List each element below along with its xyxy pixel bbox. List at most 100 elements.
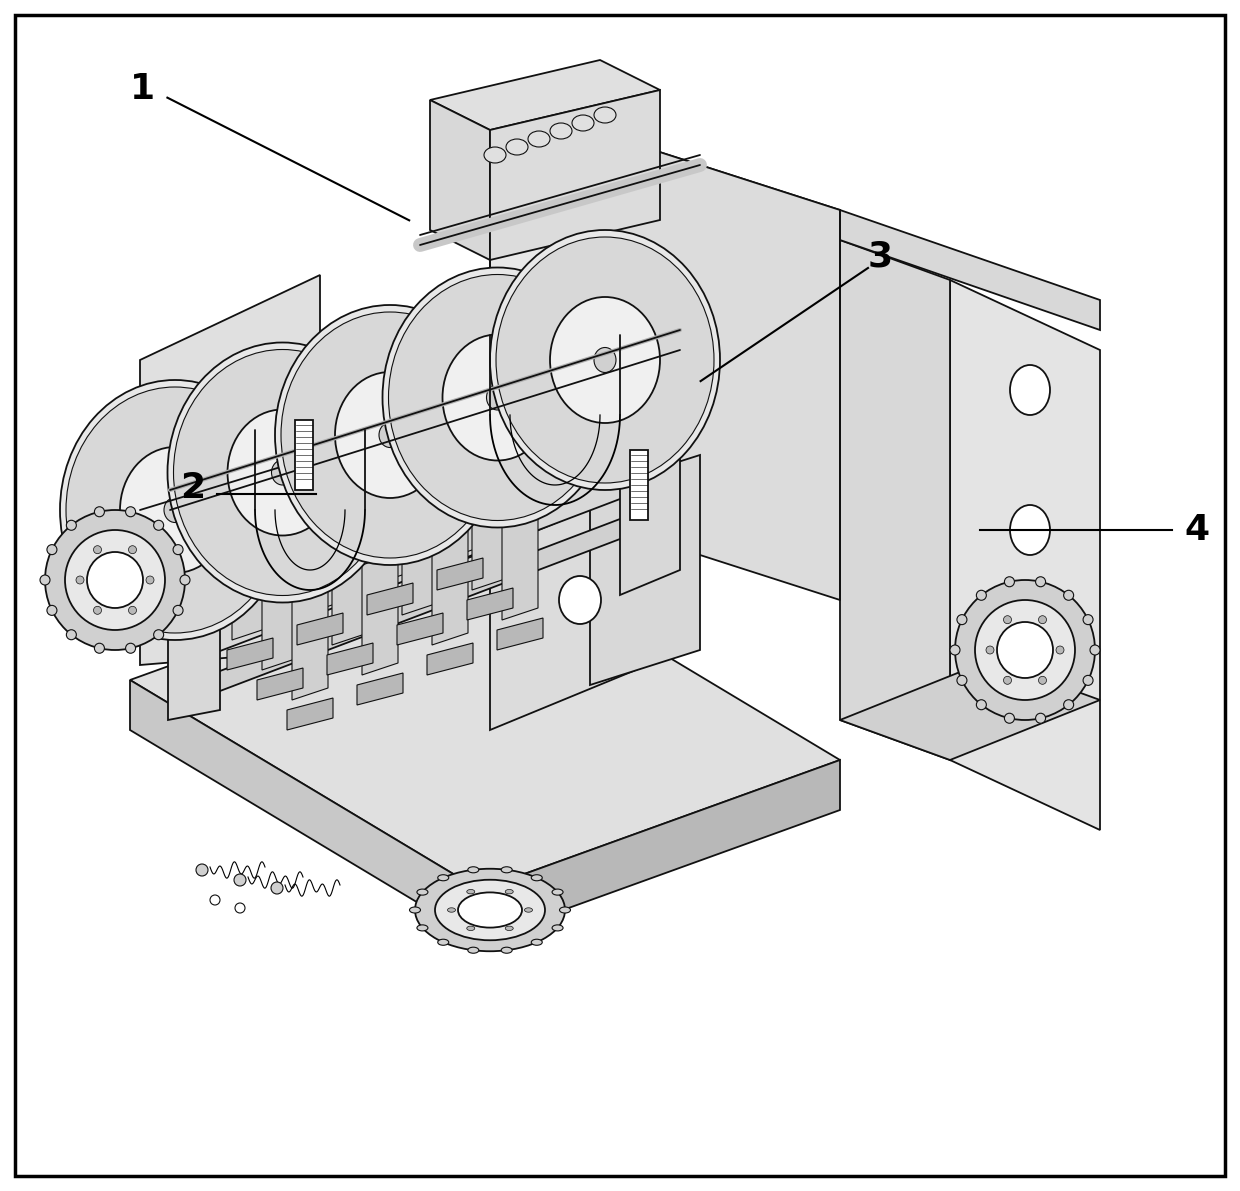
Ellipse shape [382,268,613,528]
Polygon shape [357,673,403,705]
Ellipse shape [1039,676,1047,685]
Ellipse shape [1064,591,1074,600]
Ellipse shape [531,874,542,881]
Ellipse shape [986,646,994,654]
Ellipse shape [976,591,986,600]
Polygon shape [140,275,320,665]
Ellipse shape [174,349,392,596]
Ellipse shape [559,576,601,624]
Ellipse shape [552,925,563,931]
Ellipse shape [572,116,594,131]
Polygon shape [502,498,538,621]
Ellipse shape [467,867,479,873]
Ellipse shape [379,423,401,448]
Ellipse shape [275,305,505,565]
Polygon shape [362,553,398,675]
Ellipse shape [1004,576,1014,587]
Ellipse shape [164,498,186,523]
Ellipse shape [505,890,513,894]
Polygon shape [286,698,334,730]
Ellipse shape [1039,616,1047,624]
Ellipse shape [196,863,208,877]
Polygon shape [257,668,303,700]
Ellipse shape [528,131,551,146]
Bar [295,420,312,490]
Ellipse shape [167,343,398,603]
Ellipse shape [955,580,1095,721]
Ellipse shape [47,605,57,616]
Ellipse shape [64,530,165,630]
Bar [630,450,649,520]
Ellipse shape [559,908,570,913]
Polygon shape [490,91,660,260]
Polygon shape [620,266,680,596]
Polygon shape [372,463,408,585]
Ellipse shape [525,908,532,912]
Polygon shape [839,210,1100,330]
Ellipse shape [594,348,616,373]
Ellipse shape [146,576,154,584]
Text: 2: 2 [180,472,205,505]
Ellipse shape [154,520,164,530]
Polygon shape [839,660,1100,760]
Ellipse shape [552,888,563,896]
Polygon shape [397,613,443,646]
Polygon shape [167,405,219,721]
Ellipse shape [67,630,77,640]
Ellipse shape [1011,625,1050,675]
Polygon shape [441,438,477,560]
Ellipse shape [435,880,546,940]
Ellipse shape [272,460,294,485]
Polygon shape [427,643,472,675]
Ellipse shape [1090,646,1100,655]
Ellipse shape [950,646,960,655]
Ellipse shape [531,940,542,946]
Ellipse shape [174,544,184,555]
Ellipse shape [551,297,660,423]
Polygon shape [467,588,513,621]
Ellipse shape [594,107,616,123]
Ellipse shape [335,372,445,498]
Polygon shape [839,241,950,760]
Ellipse shape [438,874,449,881]
Ellipse shape [120,447,229,573]
Ellipse shape [281,312,498,559]
Ellipse shape [486,385,508,410]
Ellipse shape [976,700,986,710]
Polygon shape [950,280,1100,830]
Polygon shape [303,493,339,615]
Ellipse shape [1083,615,1094,624]
Ellipse shape [210,894,219,905]
Ellipse shape [466,890,475,894]
Ellipse shape [66,387,284,632]
Polygon shape [130,550,839,890]
Ellipse shape [388,274,606,520]
Ellipse shape [67,520,77,530]
Ellipse shape [409,908,420,913]
Ellipse shape [635,434,665,467]
Ellipse shape [236,903,246,913]
Ellipse shape [93,606,102,615]
Ellipse shape [551,123,572,139]
Polygon shape [170,450,670,671]
Polygon shape [291,578,329,700]
Ellipse shape [443,335,553,461]
Ellipse shape [484,146,506,163]
Polygon shape [402,493,438,615]
Ellipse shape [180,575,190,585]
Polygon shape [227,638,273,671]
Polygon shape [262,548,298,671]
Text: 1: 1 [130,73,155,106]
Ellipse shape [957,615,967,624]
Ellipse shape [87,551,143,607]
Ellipse shape [60,380,290,640]
Polygon shape [560,120,839,241]
Ellipse shape [125,506,135,517]
Polygon shape [432,523,467,646]
Ellipse shape [505,927,513,930]
Ellipse shape [1083,675,1094,685]
Ellipse shape [417,925,428,931]
Ellipse shape [415,868,565,952]
Ellipse shape [47,544,57,555]
Ellipse shape [501,947,512,953]
